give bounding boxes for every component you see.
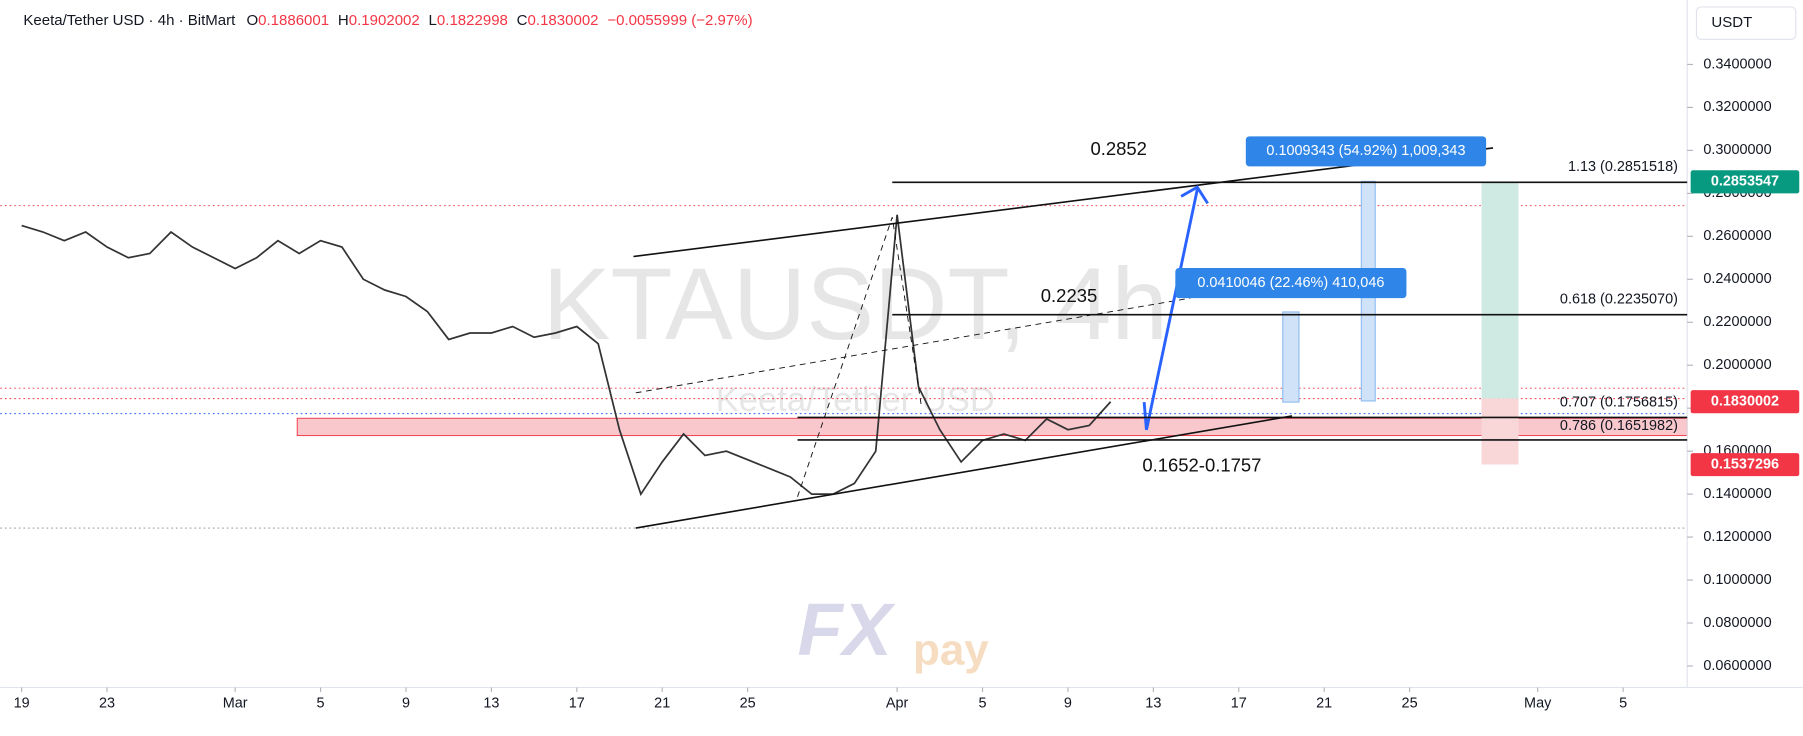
y-tick-label: 0.3000000	[1703, 142, 1771, 158]
ohlc-value: 0.1886001	[258, 12, 329, 29]
trendline	[635, 415, 1293, 529]
x-tick-label: 23	[99, 695, 115, 711]
y-tick-label: 0.2000000	[1703, 357, 1771, 373]
ohlc-value: 0.1902002	[349, 12, 420, 29]
y-tick-label: 0.0600000	[1703, 658, 1771, 674]
y-tick-label: 0.0800000	[1703, 615, 1771, 631]
price-line	[21, 214, 1112, 497]
fib-label: 1.13 (0.2851518)	[1568, 159, 1678, 175]
measure-box	[1175, 268, 1407, 299]
currency-label: USDT	[1711, 14, 1752, 31]
measure-label: 0.1009343 (54.92%) 1,009,343	[1266, 143, 1465, 159]
annotation: 0.1652-0.1757	[1142, 455, 1261, 476]
x-tick-label: May	[1524, 695, 1552, 711]
y-tick-label: 0.1000000	[1703, 572, 1771, 588]
y-tick-label: 0.1400000	[1703, 486, 1771, 502]
price-tag	[1690, 453, 1800, 477]
x-tick-label: 21	[654, 695, 670, 711]
dashed-trendline	[635, 297, 1191, 394]
logo-sub: pay	[913, 625, 989, 674]
price-tag-label: 0.1537296	[1711, 456, 1779, 472]
x-tick-label: 13	[1145, 695, 1161, 711]
ohlc-value: 0.1830002	[528, 12, 599, 29]
symbol: Keeta/Tether USD · 4h · BitMart	[23, 12, 236, 29]
x-tick-label: Apr	[886, 695, 909, 711]
ohlc-value: 0.1822998	[437, 12, 508, 29]
y-tick-label: 0.2600000	[1703, 228, 1771, 244]
x-tick-label: 19	[14, 695, 30, 711]
dotted-lines	[0, 205, 1688, 529]
y-tick-label: 0.1200000	[1703, 529, 1771, 545]
ohlc-label: L	[429, 12, 437, 29]
y-tick-label: 0.2200000	[1703, 314, 1771, 330]
logo: FX	[798, 588, 896, 671]
x-tick-label: Mar	[223, 695, 248, 711]
x-tick-label: 25	[740, 695, 756, 711]
header: Keeta/Tether USD · 4h · BitMart O0.18860…	[23, 12, 752, 29]
x-tick-label: 21	[1316, 695, 1332, 711]
dashed-swing	[797, 217, 922, 497]
price-tag	[1690, 170, 1800, 194]
measure-label: 0.0410046 (22.46%) 410,046	[1197, 275, 1384, 291]
fib-label: 0.786 (0.1651982)	[1560, 418, 1678, 434]
ohlc-label: O	[246, 12, 258, 29]
price-tag	[1690, 390, 1800, 414]
watermark-title: KTAUSDT, 4h	[543, 247, 1168, 361]
y-tick-label: 0.3400000	[1703, 56, 1771, 72]
x-tick-label: 17	[569, 695, 585, 711]
watermark-subtitle: Keeta/Tether USD	[716, 381, 995, 419]
x-tick-label: 17	[1231, 695, 1247, 711]
plot	[21, 214, 1112, 497]
measure-box	[1245, 136, 1487, 167]
x-tick-label: 9	[1064, 695, 1072, 711]
measure-bar	[1282, 311, 1300, 403]
fib-label: 0.618 (0.2235070)	[1560, 292, 1678, 308]
support-zone	[296, 417, 1688, 437]
x-tick-label: 5	[317, 695, 325, 711]
change: −0.0055999 (−2.97%)	[607, 12, 752, 29]
currency-button[interactable]	[1695, 6, 1797, 40]
y-tick-label: 0.2400000	[1703, 271, 1771, 287]
x-tick-label: 13	[483, 695, 499, 711]
x-tick-label: 25	[1402, 695, 1418, 711]
x-tick-label: 5	[1619, 695, 1627, 711]
y-tick-label: 0.3200000	[1703, 99, 1771, 115]
price-tag-label: 0.2853547	[1711, 174, 1779, 190]
ohlc-label: H	[338, 12, 349, 29]
annotation: 0.2852	[1090, 138, 1147, 159]
x-tick-label: 9	[402, 695, 410, 711]
x-tick-label: 5	[979, 695, 987, 711]
target-area	[1481, 181, 1519, 399]
annotation: 0.2235	[1041, 285, 1098, 306]
fib-label: 0.707 (0.1756815)	[1560, 394, 1678, 410]
price-tag-label: 0.1830002	[1711, 394, 1779, 410]
stop-area	[1481, 398, 1519, 465]
ohlc-label: C	[517, 12, 528, 29]
